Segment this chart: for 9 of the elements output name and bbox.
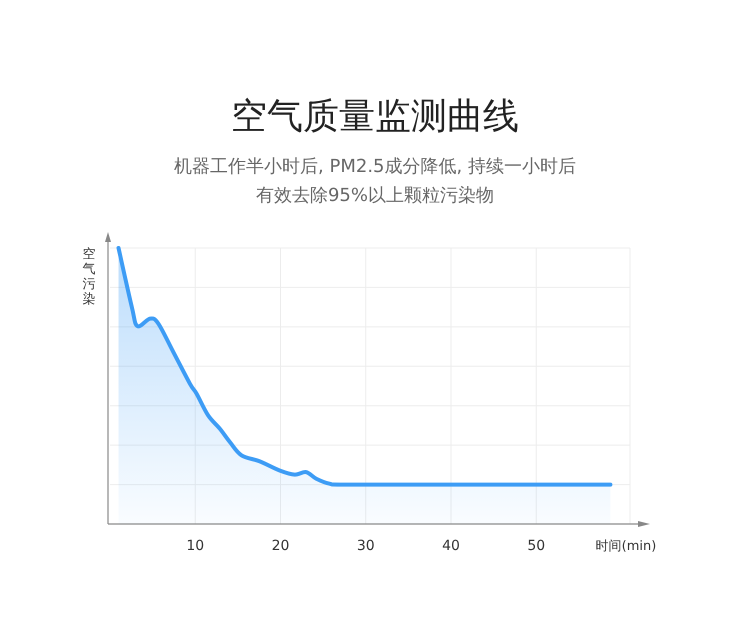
- xtick: 30: [356, 538, 375, 554]
- xtick: 20: [272, 538, 290, 554]
- ylabel: 空气污染: [82, 247, 96, 307]
- xtick: 50: [527, 538, 546, 554]
- xtick: 40: [442, 538, 460, 554]
- xlabel: 时间(min): [596, 539, 656, 554]
- subtitle: 机器工作半小时后, PM2.5成分降低, 持续一小时后有效去除95%以上颗粒污染物: [174, 156, 576, 206]
- xtick: 10: [186, 538, 204, 554]
- title: 空气质量监测曲线: [231, 96, 519, 137]
